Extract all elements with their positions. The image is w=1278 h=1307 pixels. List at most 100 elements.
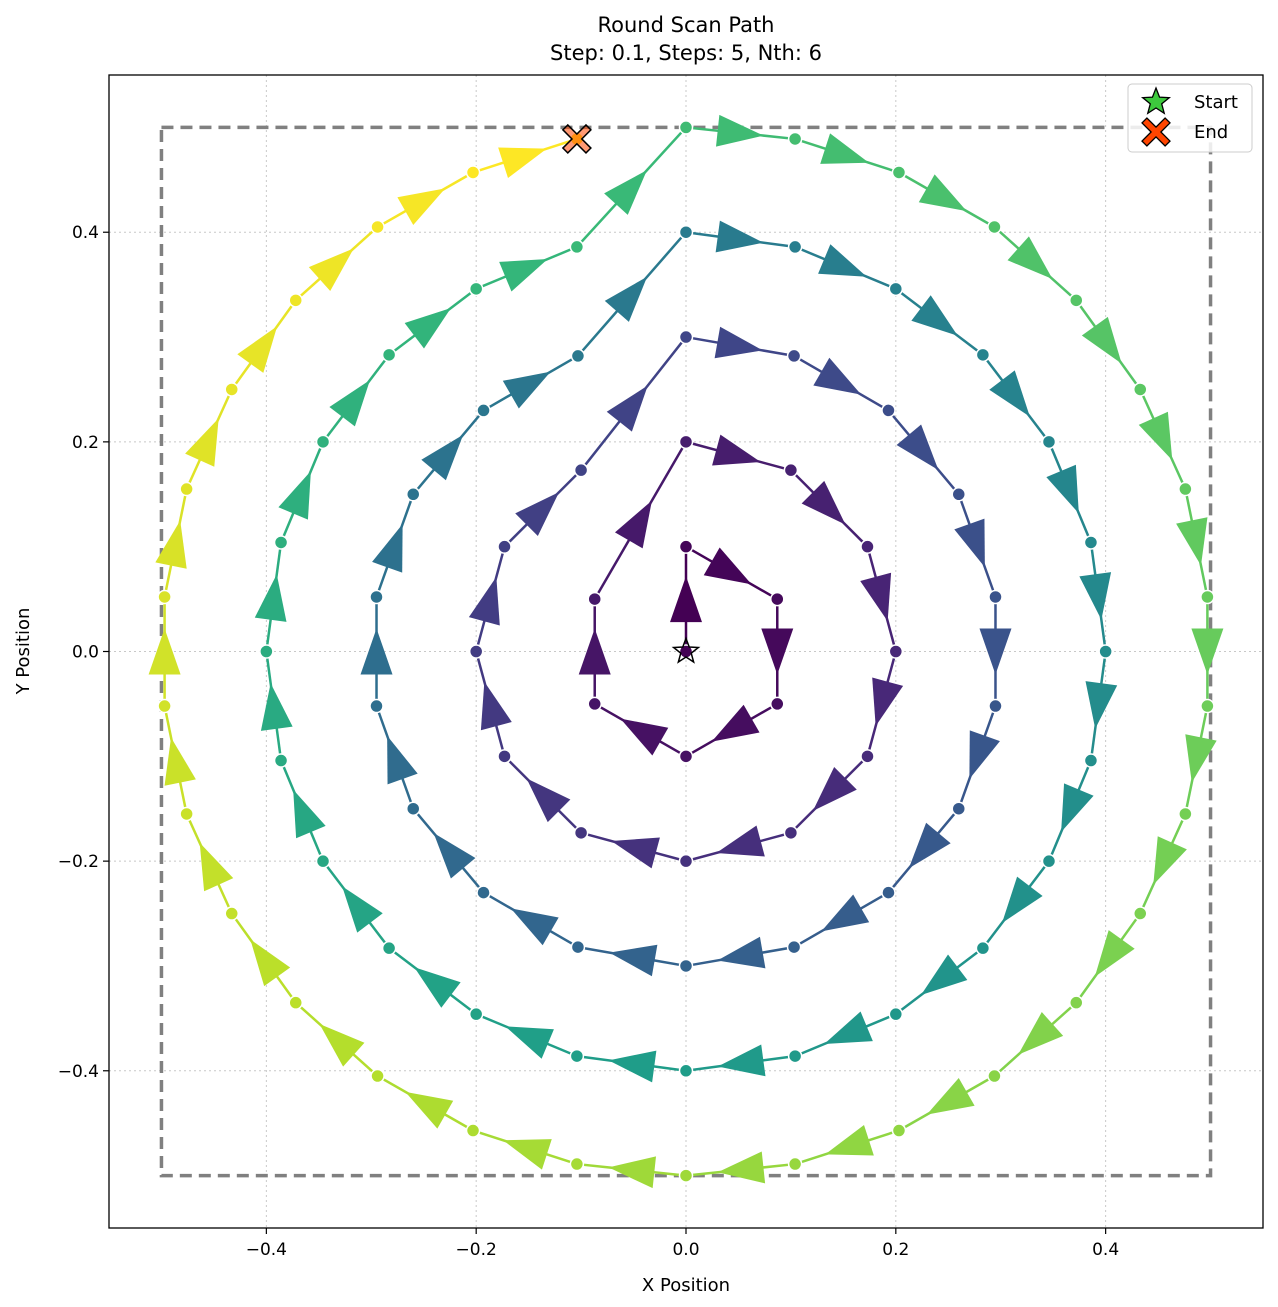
direction-arrow bbox=[670, 576, 702, 623]
y-tick-label: −0.4 bbox=[58, 1062, 99, 1082]
direction-arrow bbox=[510, 908, 559, 946]
scan-point bbox=[1083, 535, 1099, 550]
scan-point bbox=[468, 644, 484, 659]
scan-point bbox=[315, 434, 331, 450]
direction-arrow bbox=[813, 357, 862, 395]
scan-point bbox=[881, 885, 896, 900]
direction-arrow bbox=[502, 371, 551, 409]
scan-point bbox=[1041, 853, 1057, 869]
direction-arrow bbox=[1018, 1012, 1064, 1055]
direction-arrow bbox=[578, 628, 611, 675]
direction-arrow bbox=[714, 326, 763, 359]
direction-arrow bbox=[526, 778, 571, 823]
scan-points bbox=[157, 120, 1215, 1183]
scan-point bbox=[1133, 382, 1148, 397]
y-tick-label: 0.0 bbox=[72, 643, 99, 663]
direction-arrow bbox=[954, 518, 985, 568]
scan-point bbox=[1069, 293, 1084, 308]
scan-point bbox=[678, 434, 694, 450]
direction-arrow bbox=[717, 1151, 766, 1184]
scan-point bbox=[975, 347, 991, 363]
scan-point bbox=[587, 591, 602, 607]
scan-point bbox=[881, 403, 896, 418]
start-marker bbox=[671, 636, 701, 664]
direction-arrow bbox=[1185, 734, 1217, 783]
direction-arrow bbox=[185, 418, 219, 467]
direction-arrow bbox=[921, 954, 968, 996]
scan-point bbox=[405, 801, 421, 816]
direction-arrow bbox=[821, 894, 870, 932]
direction-arrow bbox=[421, 434, 464, 481]
scan-point bbox=[1069, 995, 1084, 1010]
scan-point bbox=[405, 487, 421, 502]
direction-arrow bbox=[387, 735, 418, 785]
direction-arrow bbox=[433, 833, 476, 879]
scan-point bbox=[678, 539, 694, 554]
scan-point bbox=[1178, 806, 1193, 822]
scan-point bbox=[988, 589, 1003, 605]
direction-arrow bbox=[1153, 836, 1187, 885]
direction-arrow bbox=[801, 480, 846, 525]
scan-point bbox=[891, 165, 907, 180]
scan-point bbox=[975, 940, 991, 956]
direction-arrow bbox=[611, 837, 660, 869]
direction-arrows bbox=[148, 114, 1224, 1189]
direction-arrow bbox=[717, 936, 766, 969]
scan-point bbox=[1098, 644, 1113, 659]
direction-arrow bbox=[515, 492, 560, 536]
y-tick-label: −0.2 bbox=[58, 852, 99, 872]
scan-point bbox=[678, 120, 694, 135]
x-tick-label: −0.2 bbox=[456, 1240, 497, 1260]
scan-point bbox=[988, 698, 1003, 714]
scan-point bbox=[888, 1006, 904, 1022]
chart-title: Round Scan Path bbox=[598, 13, 775, 37]
direction-arrow bbox=[260, 683, 293, 731]
direction-arrow bbox=[372, 523, 403, 573]
direction-arrow bbox=[1007, 236, 1053, 280]
scan-point bbox=[787, 1156, 803, 1172]
scan-point bbox=[783, 825, 799, 841]
scan-point bbox=[678, 1063, 694, 1079]
scan-point bbox=[573, 825, 589, 841]
direction-arrow bbox=[620, 718, 669, 756]
direction-arrow bbox=[254, 574, 287, 622]
scan-point bbox=[891, 1123, 907, 1138]
legend: Start End bbox=[1127, 83, 1253, 153]
direction-arrow bbox=[148, 628, 181, 675]
scan-point bbox=[369, 698, 384, 714]
direction-arrow bbox=[896, 424, 939, 470]
direction-arrow bbox=[405, 1091, 454, 1129]
direction-arrow bbox=[505, 1026, 554, 1059]
scan-point bbox=[678, 329, 694, 345]
direction-arrow bbox=[1138, 411, 1173, 461]
scan-point bbox=[476, 403, 491, 418]
y-axis-label: Y Position bbox=[13, 608, 34, 696]
scan-point bbox=[569, 1156, 585, 1172]
scan-point bbox=[987, 219, 1002, 235]
direction-arrow bbox=[979, 628, 1012, 675]
scan-point bbox=[1041, 434, 1057, 450]
start-end-markers bbox=[561, 123, 701, 664]
direction-arrow bbox=[1191, 628, 1224, 675]
scan-point bbox=[787, 239, 803, 255]
scan-point bbox=[860, 539, 875, 554]
scan-point bbox=[569, 239, 585, 255]
direction-arrow bbox=[397, 188, 446, 226]
direction-arrow bbox=[1046, 464, 1079, 514]
scan-point bbox=[783, 462, 799, 478]
scan-point bbox=[860, 749, 875, 764]
scan-point bbox=[786, 939, 802, 955]
x-tick-label: −0.4 bbox=[246, 1240, 287, 1260]
y-tick-label: 0.4 bbox=[72, 223, 99, 243]
direction-arrow bbox=[926, 1077, 975, 1115]
direction-arrow bbox=[1061, 783, 1094, 833]
scan-point bbox=[157, 589, 172, 605]
direction-arrow bbox=[711, 704, 760, 742]
direction-arrow bbox=[329, 380, 370, 427]
direction-arrow bbox=[1085, 681, 1118, 729]
scan-point bbox=[786, 348, 802, 364]
direction-arrow bbox=[609, 944, 658, 977]
scan-point bbox=[570, 939, 586, 955]
direction-arrow bbox=[703, 547, 752, 585]
